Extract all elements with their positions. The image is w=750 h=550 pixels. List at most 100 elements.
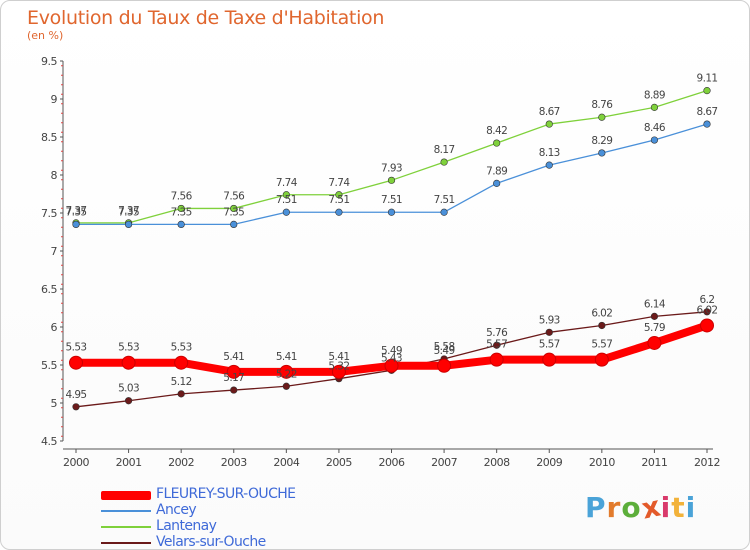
data-label: 8.13 [539,147,560,159]
data-point [121,355,136,370]
legend-swatch [101,542,151,544]
data-point [545,120,553,128]
data-label: 5.53 [118,342,139,354]
data-label: 7.56 [171,190,193,202]
data-point [279,364,294,379]
data-label: 5.57 [486,339,507,351]
data-point [650,136,659,144]
data-label: 5.49 [381,345,402,357]
logo-letter: i [685,491,697,524]
data-label: 8.17 [434,144,455,156]
y-tick-label: 8 [51,169,58,182]
chart-title: Evolution du Taux de Taxe d'Habitation [27,7,385,29]
data-point [598,321,606,330]
data-point [335,191,343,199]
data-point [230,386,238,394]
data-label: 7.35 [118,206,139,218]
data-point [545,161,553,169]
y-tick-label: 5.5 [41,359,57,372]
data-point [124,220,133,228]
data-point [282,382,290,390]
data-label: 5.93 [539,314,560,326]
data-point [282,208,290,216]
data-label: 7.51 [381,194,402,206]
legend-swatch [101,526,151,528]
data-label: 8.42 [486,125,507,137]
x-tick-label: 2010 [589,456,615,469]
data-point [72,403,80,411]
x-tick-label: 2008 [484,456,510,469]
data-point [387,208,396,216]
logo-letter: i [660,491,672,524]
y-tick-label: 8.5 [41,131,57,144]
data-label: 8.67 [697,106,718,118]
x-tick-label: 2007 [431,456,457,469]
data-point [493,179,501,187]
y-tick-label: 4.5 [41,435,57,448]
data-label: 5.53 [66,342,87,354]
data-point [598,149,606,157]
data-label: 5.17 [223,372,244,384]
data-point [545,328,553,336]
x-tick-label: 2000 [63,456,89,469]
chart-subtitle: (en %) [27,29,64,42]
data-point [437,358,452,373]
logo-letter: t [671,491,686,524]
data-label: 8.67 [539,106,560,118]
data-point [387,176,396,184]
data-point [177,220,185,228]
x-tick-label: 2009 [536,456,562,469]
x-tick-label: 2012 [694,456,720,469]
data-label: 5.03 [118,383,139,395]
y-tick-label: 6.5 [41,283,57,296]
y-tick-label: 7.5 [41,207,57,220]
x-tick-label: 2005 [326,456,352,469]
data-label: 5.76 [486,327,508,339]
data-label: 7.35 [223,206,244,218]
logo-letter: o [621,491,642,524]
x-tick-label: 2006 [379,456,405,469]
data-point [703,308,711,316]
x-tick-label: 2002 [168,456,194,469]
data-label: 5.12 [171,376,192,388]
x-tick-label: 2011 [641,456,667,469]
data-point [177,390,185,398]
y-tick-label: 9.5 [41,55,57,68]
data-label: 5.49 [434,345,455,357]
data-point [647,335,662,350]
y-tick-label: 7 [51,245,58,258]
data-label: 7.51 [328,194,349,206]
data-point [440,208,448,216]
data-point [650,103,659,111]
data-label: 5.79 [644,322,665,334]
data-point [493,139,501,147]
series-layer [69,87,714,411]
data-point [230,204,238,213]
data-point [440,158,448,166]
data-point [598,113,606,121]
data-label: 8.29 [591,135,612,147]
data-point [700,318,714,333]
logo-letter: P [585,491,607,524]
data-label: 7.56 [223,190,245,202]
data-point [72,220,80,228]
data-label: 7.37 [118,205,139,217]
axes: 4.5 5 5.5 6 6.5 7 7.5 8 8.5 9 9.5 2000 2001 2002 2003 2… [41,55,721,469]
data-label: 7.35 [171,206,192,218]
data-point [493,341,501,349]
data-label: 7.51 [276,194,297,206]
data-label: 8.89 [644,89,665,101]
data-label: 5.41 [276,351,297,363]
data-point [542,352,557,367]
data-label: 6.14 [644,298,666,310]
data-label: 5.58 [434,341,455,353]
data-point [177,204,185,213]
data-label: 5.41 [223,351,244,363]
data-label: 6.2 [700,294,715,306]
data-point [384,358,399,373]
data-point [226,364,241,379]
data-label: 7.74 [328,177,350,189]
data-point [331,364,346,379]
legend-swatch [101,510,151,512]
